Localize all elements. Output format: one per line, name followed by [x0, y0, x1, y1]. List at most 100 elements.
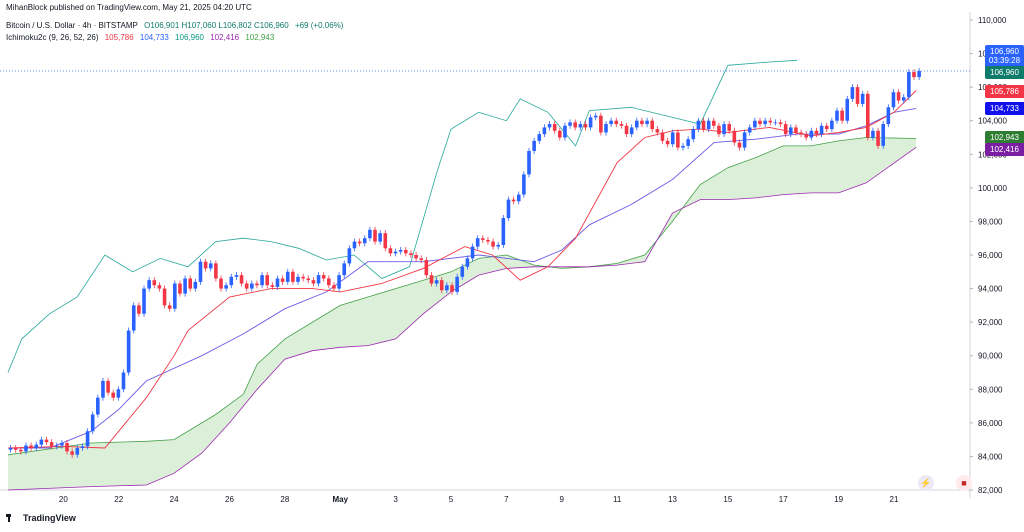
candle-body: [404, 249, 408, 254]
candle-body: [655, 129, 660, 133]
symbol-legend[interactable]: Bitcoin / U.S. Dollar · 4h · BITSTAMP O1…: [6, 21, 347, 30]
candle-body: [465, 258, 470, 267]
candle-body: [871, 130, 875, 138]
price-tick-label: 84,000: [978, 452, 1003, 461]
candle-body: [80, 446, 85, 449]
candle-body: [347, 248, 352, 264]
candles: [8, 68, 921, 458]
candle-body: [860, 93, 865, 104]
candle-body: [686, 139, 690, 146]
candle-body: [13, 448, 18, 450]
chikou-span-line: [7, 59, 798, 373]
candle-body: [778, 122, 783, 125]
candle-body: [850, 87, 855, 99]
candle-body: [327, 278, 331, 286]
candle-body: [881, 124, 885, 146]
candle-body: [383, 233, 388, 249]
indicator-name: Ichimoku2c (9, 26, 52, 26): [6, 33, 99, 42]
price-tick-label: 98,000: [978, 217, 1003, 226]
time-tick-label: 5: [449, 495, 454, 504]
candle-body: [558, 130, 562, 138]
price-tick-label: 100,000: [978, 184, 1007, 193]
candle-body: [830, 120, 834, 130]
flag-icon[interactable]: ■: [956, 475, 972, 491]
candle-body: [758, 120, 762, 125]
candle-body: [455, 276, 459, 292]
candle-body: [681, 145, 685, 148]
candle-body: [804, 134, 808, 138]
candle-body: [783, 124, 788, 135]
candle-body: [29, 445, 33, 449]
candle-body: [527, 150, 531, 175]
tradingview-logo[interactable]: TradingView: [6, 513, 76, 523]
time-tick-label: 13: [668, 495, 677, 504]
candle-body: [604, 124, 608, 133]
candle-body: [239, 275, 244, 284]
candle-body: [732, 130, 737, 143]
candle-body: [789, 127, 793, 135]
candle-body: [121, 372, 126, 390]
candle-body: [291, 271, 295, 282]
cloud-fill: [8, 137, 917, 490]
tradingview-mark-icon: [6, 514, 19, 522]
candle-body: [198, 261, 203, 282]
time-tick-label: 21: [890, 495, 899, 504]
candle-body: [886, 107, 891, 125]
price-tick-label: 88,000: [978, 385, 1003, 394]
indicator-value-span-b: 102,416: [210, 33, 240, 42]
time-tick-label: 11: [613, 495, 622, 504]
candle-body: [583, 124, 588, 128]
candle-body: [316, 275, 321, 284]
candle-body: [70, 451, 74, 455]
candle-body: [635, 120, 639, 128]
candle-body: [445, 285, 449, 291]
candle-body: [706, 120, 711, 130]
candle-body: [337, 275, 341, 289]
candle-body: [866, 93, 870, 138]
candle-body: [670, 132, 675, 145]
candle-body: [352, 241, 357, 249]
candle-body: [835, 110, 839, 121]
candle-body: [101, 380, 105, 398]
time-tick-label: 22: [114, 495, 123, 504]
time-tick-label: 20: [59, 495, 68, 504]
candle-body: [85, 431, 90, 447]
candle-body: [424, 260, 429, 276]
lightning-icon[interactable]: ⚡: [918, 475, 934, 491]
candle-body: [542, 127, 547, 135]
candle-body: [855, 87, 860, 104]
candle-body: [157, 285, 162, 289]
candle-body: [178, 283, 182, 294]
candle-body: [727, 124, 731, 131]
candle-body: [270, 285, 275, 287]
candle-body: [794, 127, 798, 133]
candle-body: [54, 445, 59, 447]
candle-body: [280, 278, 285, 282]
price-change: +69 (+0.06%): [294, 21, 344, 30]
time-tick-label: 24: [170, 495, 179, 504]
time-tick-label: 7: [504, 495, 509, 504]
candle-body: [650, 120, 654, 130]
candle-body: [522, 174, 526, 195]
candle-body: [188, 278, 193, 289]
candle-body: [640, 120, 644, 125]
candle-body: [24, 445, 28, 452]
candle-body: [162, 288, 167, 306]
candle-body: [501, 218, 506, 245]
time-axis: 20 22 24 26 28 May 3 5 7 9 11 13 15 17 19 21: [59, 495, 899, 504]
candle-body: [876, 130, 880, 146]
price-tick-label: 94,000: [978, 285, 1003, 294]
price-tag-tenkan: 105,786: [985, 85, 1024, 98]
candle-body: [244, 283, 249, 289]
indicator-value-chikou: 106,960: [175, 33, 204, 42]
candle-body: [629, 127, 634, 135]
candle-body: [717, 125, 721, 135]
candle-body: [388, 248, 393, 254]
indicator-legend[interactable]: Ichimoku2c (9, 26, 52, 26) 105,786 104,7…: [6, 33, 278, 42]
price-tag-countdown: 03:39:28: [988, 56, 1021, 65]
candle-body: [306, 278, 311, 281]
candle-body: [896, 92, 901, 101]
candle-body: [39, 439, 44, 445]
candle-body: [429, 275, 434, 284]
